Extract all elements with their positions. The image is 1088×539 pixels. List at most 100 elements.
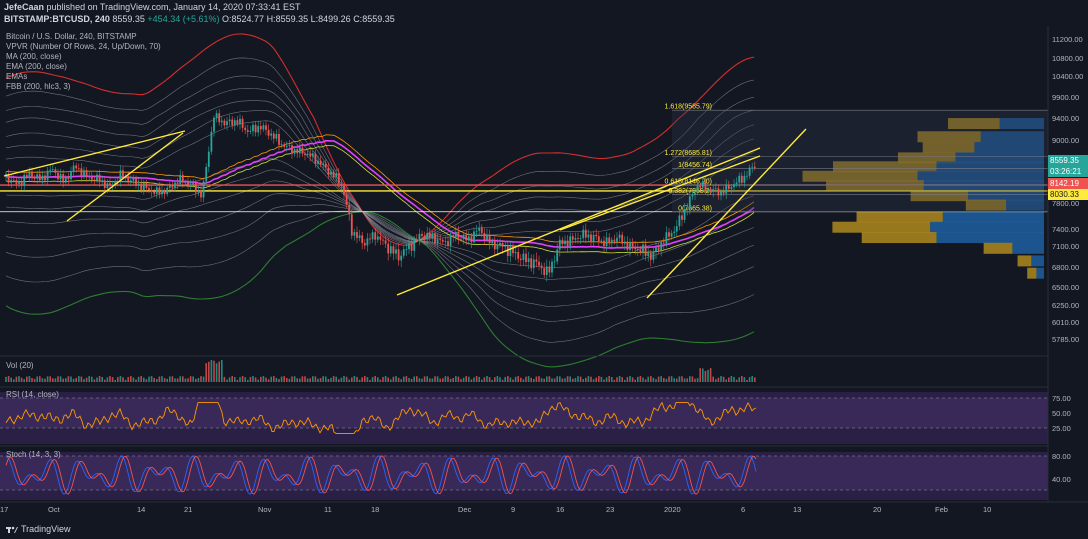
candle-body — [187, 182, 189, 186]
volume-bar — [351, 377, 353, 382]
legend-emas[interactable]: EMAs — [6, 72, 28, 81]
volume-bar — [699, 368, 701, 382]
candle-body — [467, 236, 470, 241]
candle-body — [634, 246, 637, 250]
volume-bar — [486, 376, 488, 382]
candle-body — [387, 243, 390, 254]
time-tick-label: 18 — [371, 505, 379, 514]
candle-body — [161, 190, 163, 195]
volume-bar — [270, 376, 272, 382]
volume-bar — [644, 379, 647, 382]
volume-bar — [683, 378, 686, 382]
volume-bar — [587, 376, 590, 382]
volume-bar — [382, 376, 384, 382]
volume-bar — [418, 378, 421, 382]
rsi-band — [0, 398, 1048, 428]
volume-bar — [400, 379, 402, 382]
legend-fbb[interactable]: FBB (200, hlc3, 3) — [6, 82, 71, 91]
legend-ma[interactable]: MA (200, close) — [6, 52, 62, 61]
volume-bar — [52, 378, 54, 382]
candle-body — [564, 240, 566, 245]
volume-bar — [639, 376, 642, 382]
candle-body — [603, 240, 605, 247]
candle-body — [109, 183, 111, 186]
candle-body — [657, 247, 660, 251]
candle-body — [525, 253, 527, 263]
fbb-band-line — [5, 210, 755, 343]
volume-bar — [148, 376, 150, 382]
candle-body — [371, 232, 374, 240]
legend-stoch[interactable]: Stoch (14, 3, 3) — [6, 450, 61, 459]
candle-body — [127, 176, 130, 182]
volume-bar — [462, 377, 465, 382]
ohlc-open: O:8524.77 — [222, 14, 265, 24]
volume-bar — [75, 377, 77, 382]
candle-body — [631, 241, 634, 247]
candle-body — [738, 175, 741, 183]
volume-bar — [260, 376, 262, 382]
volume-bar — [405, 376, 408, 382]
candle-body — [545, 266, 548, 275]
fib-level-label: 1.272(8685.81) — [665, 150, 712, 157]
candle-body — [135, 178, 137, 186]
candle-body — [707, 188, 709, 191]
volume-bar — [668, 376, 670, 382]
candle-body — [145, 182, 148, 188]
time-tick-label: 20 — [873, 505, 881, 514]
candle-body — [288, 145, 291, 147]
candle-body — [111, 185, 114, 186]
volume-bar — [59, 376, 62, 382]
volume-bar — [577, 376, 579, 382]
candle-body — [686, 209, 689, 210]
candle-body — [618, 234, 621, 238]
volume-bar — [124, 379, 127, 382]
volume-bar — [36, 376, 38, 382]
volume-bar — [702, 368, 704, 382]
volume-bar — [501, 379, 504, 382]
candle-body — [153, 191, 156, 194]
candle-body — [623, 241, 626, 244]
volume-bar — [444, 376, 447, 382]
volume-profile-down-bar — [974, 141, 1044, 153]
volume-bar — [325, 376, 327, 382]
legend-vol[interactable]: Vol (20) — [6, 361, 34, 370]
volume-bar — [223, 376, 226, 382]
volume-bar — [748, 377, 751, 382]
candle-body — [366, 238, 369, 246]
volume-bar — [249, 377, 252, 382]
candle-body — [25, 174, 28, 177]
volume-profile-down-bar — [917, 170, 1044, 182]
legend-rsi[interactable]: RSI (14, close) — [6, 390, 59, 399]
candle-body — [57, 172, 59, 180]
volume-bar — [449, 378, 452, 382]
volume-bar — [153, 377, 155, 382]
candle-body — [88, 176, 91, 178]
candle-body — [652, 251, 655, 260]
legend-ema[interactable]: EMA (200, close) — [6, 62, 67, 71]
volume-bar — [369, 379, 371, 382]
candle-body — [155, 187, 158, 194]
volume-bar — [600, 376, 603, 382]
volume-bar — [330, 377, 332, 382]
volume-bar — [533, 379, 535, 382]
volume-bar — [312, 376, 314, 382]
tradingview-logo[interactable]: TradingView — [6, 524, 71, 534]
candle-body — [571, 236, 574, 240]
candle-body — [675, 226, 678, 232]
volume-bar — [314, 376, 317, 382]
volume-bar — [663, 378, 665, 382]
fbb-band-line — [5, 100, 755, 243]
candle-body — [449, 235, 452, 246]
candle-body — [205, 166, 208, 182]
volume-bar — [434, 376, 436, 382]
candle-body — [699, 185, 702, 188]
candle-body — [582, 229, 585, 239]
fbb-band-line — [5, 110, 755, 242]
volume-bar — [512, 379, 514, 382]
candle-body — [83, 170, 85, 177]
trendline — [559, 155, 761, 231]
volume-bar — [306, 378, 309, 382]
legend-vpvr[interactable]: VPVR (Number Of Rows, 24, Up/Down, 70) — [6, 42, 161, 51]
volume-bar — [514, 376, 517, 382]
